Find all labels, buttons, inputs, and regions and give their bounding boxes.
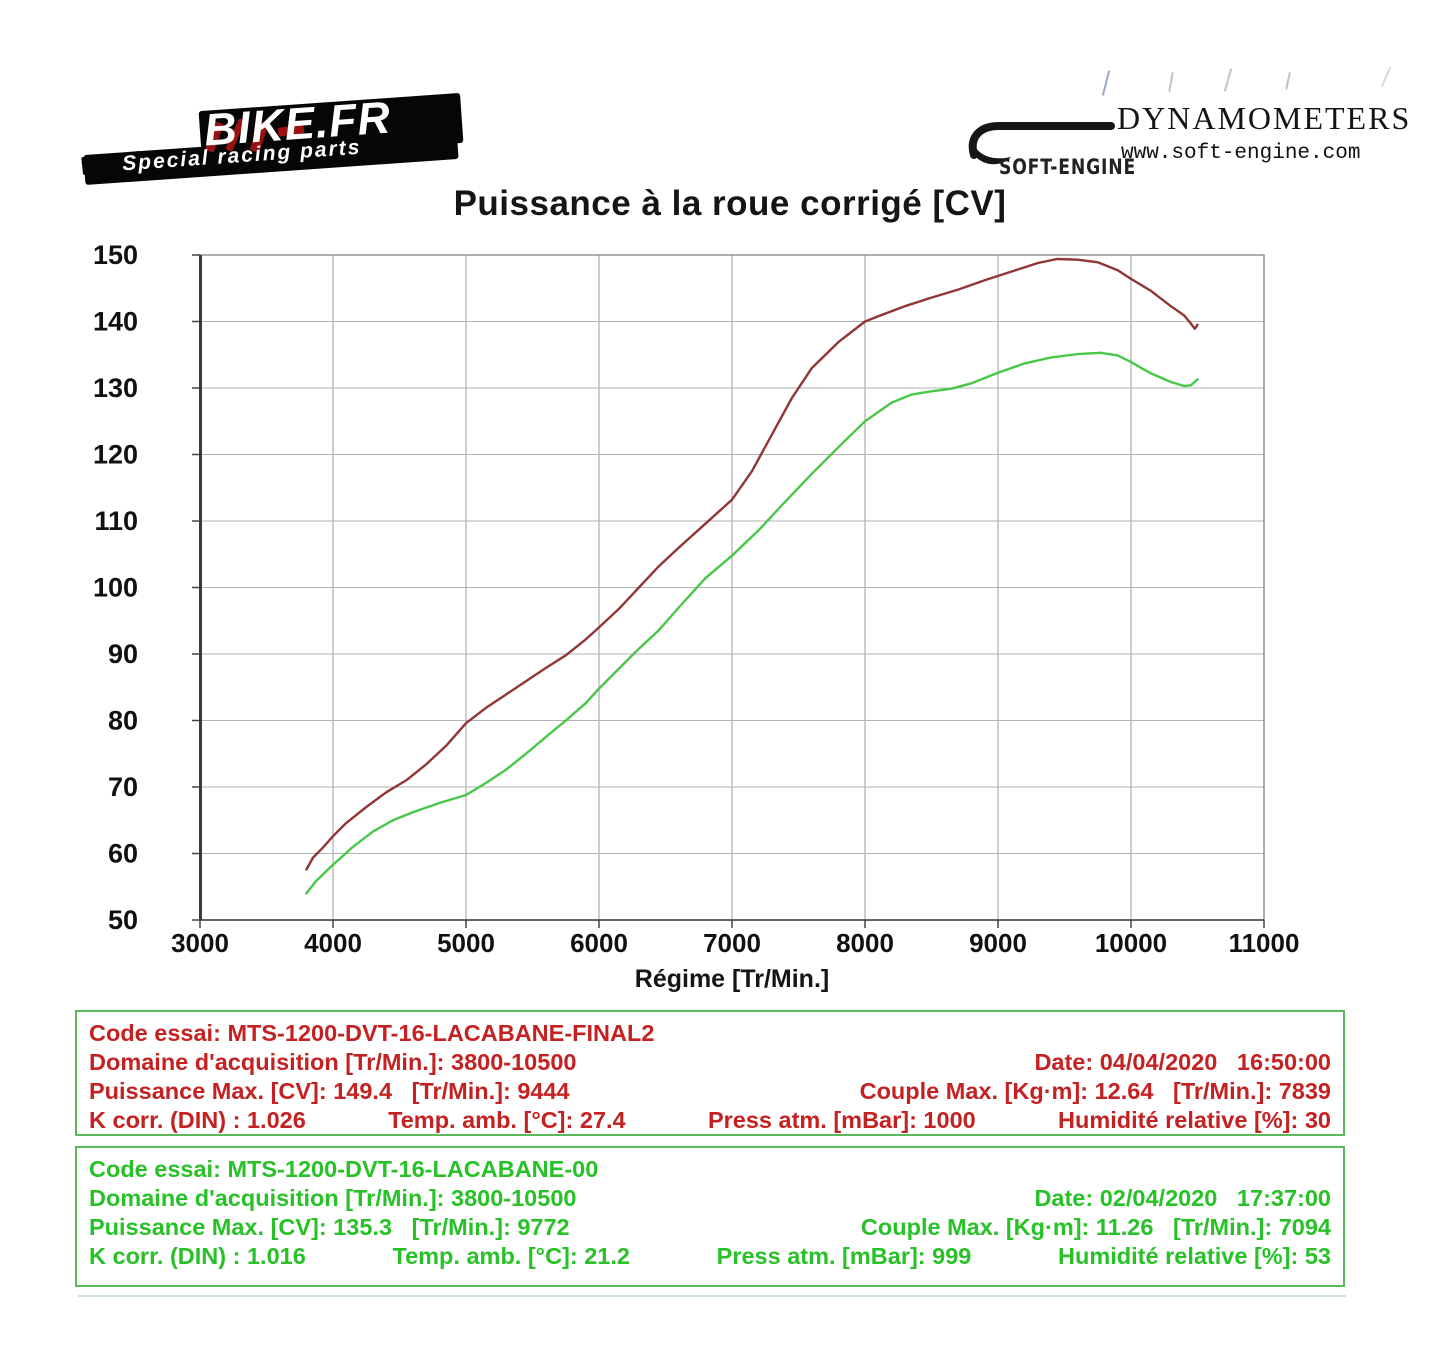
soft-engine-hook-icon (968, 122, 1115, 165)
x-tick-label: 11000 (1229, 928, 1300, 958)
soft-engine-brand-text: SOFT-ENGINE (999, 155, 1137, 179)
y-tick-label: 140 (93, 307, 138, 337)
info-row: Code essai: MTS-1200-DVT-16-LACABANE-00 (89, 1155, 1331, 1184)
humidite-green: Humidité relative [%]: 53 (1058, 1243, 1331, 1269)
k-corr-red: K corr. (DIN) : 1.026 (89, 1107, 306, 1133)
info-row: K corr. (DIN) : 1.016 Temp. amb. [°C]: 2… (89, 1242, 1331, 1271)
temp-amb-green: Temp. amb. [°C]: 21.2 (392, 1243, 630, 1269)
date-green: Date: 02/04/2020 17:37:00 (1034, 1185, 1331, 1211)
power-curve-final2 (305, 257, 1199, 871)
y-tick-label: 80 (108, 706, 138, 736)
x-tick-label: 4000 (304, 928, 362, 958)
info-row: Domaine d'acquisition [Tr/Min.]: 3800-10… (89, 1048, 1331, 1077)
code-essai-green: Code essai: MTS-1200-DVT-16-LACABANE-00 (89, 1156, 599, 1182)
x-tick-label: 5000 (437, 928, 495, 958)
x-tick-label: 9000 (969, 928, 1027, 958)
y-tick-label: 110 (94, 506, 138, 536)
puissance-max-red: Puissance Max. [CV]: 149.4 [Tr/Min.]: 94… (89, 1078, 570, 1104)
couple-max-red: Couple Max. [Kg·m]: 12.64 [Tr/Min.]: 783… (859, 1078, 1331, 1104)
puissance-max-green: Puissance Max. [CV]: 135.3 [Tr/Min.]: 97… (89, 1214, 570, 1240)
press-atm-green: Press atm. [mBar]: 999 (716, 1243, 972, 1269)
x-tick-label: 6000 (570, 928, 628, 958)
couple-max-green: Couple Max. [Kg·m]: 11.26 [Tr/Min.]: 709… (860, 1214, 1331, 1240)
press-atm-red: Press atm. [mBar]: 1000 (707, 1107, 976, 1133)
x-tick-label: 7000 (703, 928, 761, 958)
y-tick-label: 150 (93, 240, 138, 270)
info-row: K corr. (DIN) : 1.026 Temp. amb. [°C]: 2… (89, 1106, 1331, 1135)
x-axis-label: Régime [Tr/Min.] (634, 965, 830, 993)
x-tick-label: 10000 (1095, 928, 1167, 958)
k-corr-green: K corr. (DIN) : 1.016 (89, 1243, 306, 1269)
power-curve-chart: 50 60 70 80 90 100 110 120 130 140 150 3000 4000 5000… (93, 240, 1300, 958)
date-red: Date: 04/04/2020 16:50:00 (1034, 1049, 1331, 1075)
chart-title: Puissance à la roue corrigé [CV] (453, 184, 1007, 223)
info-row: Puissance Max. [CV]: 135.3 [Tr/Min.]: 97… (89, 1213, 1331, 1242)
y-tick-label: 50 (108, 905, 138, 935)
code-essai-red: Code essai: MTS-1200-DVT-16-LACABANE-FIN… (89, 1020, 655, 1046)
info-row: Puissance Max. [CV]: 149.4 [Tr/Min.]: 94… (89, 1077, 1331, 1106)
domaine-acquisition-red: Domaine d'acquisition [Tr/Min.]: 3800-10… (89, 1049, 577, 1075)
y-tick-label: 120 (93, 440, 138, 470)
y-tick-label: 130 (93, 373, 138, 403)
soft-engine-block: SOFT-ENGINE DYNAMOMETERS www.soft-engine… (965, 62, 1409, 180)
y-tick-label: 60 (108, 839, 138, 869)
x-tick-label: 3000 (171, 928, 229, 958)
info-row: Domaine d'acquisition [Tr/Min.]: 3800-10… (89, 1184, 1331, 1213)
test-info-box-final2: Code essai: MTS-1200-DVT-16-LACABANE-FIN… (75, 1010, 1345, 1136)
domaine-acquisition-green: Domaine d'acquisition [Tr/Min.]: 3800-10… (89, 1185, 577, 1211)
y-tick-label: 70 (108, 772, 138, 802)
x-tick-label: 8000 (836, 928, 894, 958)
humidite-red: Humidité relative [%]: 30 (1058, 1107, 1331, 1133)
soft-engine-url-text: www.soft-engine.com (1121, 142, 1361, 165)
scan-artifact-line (78, 1295, 1346, 1297)
temp-amb-red: Temp. amb. [°C]: 27.4 (388, 1107, 626, 1133)
info-row: Code essai: MTS-1200-DVT-16-LACABANE-FIN… (89, 1019, 1331, 1048)
y-tick-label: 90 (108, 639, 138, 669)
test-info-box-00: Code essai: MTS-1200-DVT-16-LACABANE-00 … (75, 1146, 1345, 1287)
power-curve-00 (305, 351, 1199, 895)
dynamometers-text: DYNAMOMETERS (1117, 100, 1412, 136)
y-tick-label: 100 (93, 573, 138, 603)
